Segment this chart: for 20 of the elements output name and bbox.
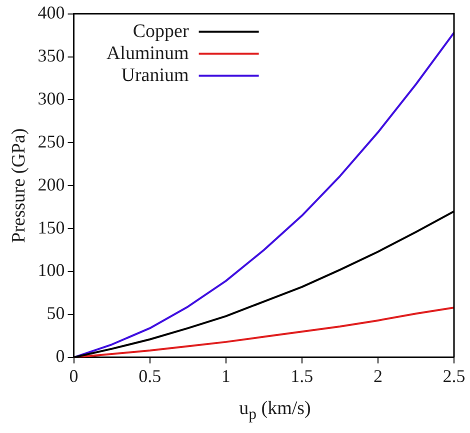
x-axis-title: u$_{p}$ (km/s) [238,398,312,424]
y-tick-label: 350 [38,45,65,66]
legend-label: Uranium [121,64,190,86]
y-tick-label: 50 [46,303,65,324]
legend-label: Aluminum [106,42,190,64]
y-tick-label: 300 [38,88,65,108]
y-tick-label: 400 [38,2,65,23]
legend-label: Copper [132,20,190,42]
x-tick-label: 1.5 [290,366,314,386]
x-tick-label: 2 [373,366,382,386]
y-tick-label: 100 [38,260,65,280]
y-tick-label: 150 [38,217,65,238]
x-tick-label: 0.5 [138,366,162,386]
y-tick-label: 200 [38,174,65,194]
y-tick-label: 250 [38,131,65,152]
x-tick-label: 0 [69,366,78,386]
x-tick-label: 1 [221,366,230,386]
x-tick-label: 2.5 [442,366,466,386]
y-axis-title: Pressure (GPa) [8,128,30,243]
y-tick-label: 0 [56,346,65,366]
